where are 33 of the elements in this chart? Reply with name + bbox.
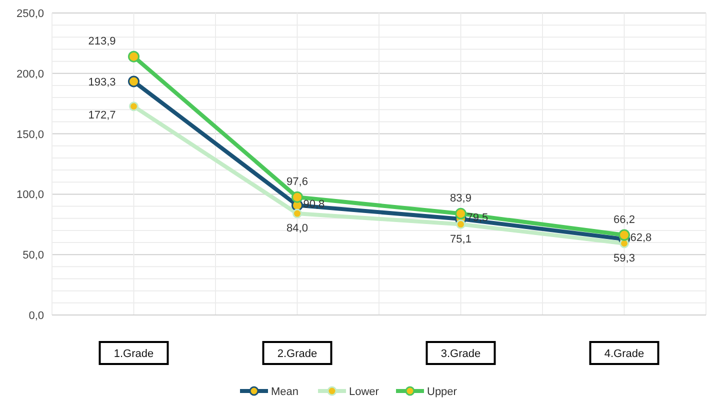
point [292,208,302,218]
point [128,50,140,62]
legend-label: Upper [427,386,458,398]
x-tick-label: 2.Grade [277,348,318,360]
y-tick-label: 50,0 [22,250,44,262]
x-tick-label: 4.Grade [604,348,644,360]
legend-label: Lower [349,386,380,398]
data-label: 97,6 [286,176,308,188]
data-label: 213,9 [88,36,116,48]
y-tick-label: 250,0 [16,8,44,20]
y-tick-label: 200,0 [16,68,44,80]
data-label: 62,8 [630,232,652,244]
data-label: 193,3 [88,76,116,88]
y-tick-label: 150,0 [16,128,44,141]
data-label: 59,3 [614,252,635,264]
point [292,191,303,203]
data-label: 90,8 [303,198,325,210]
data-label: 79,5 [466,212,488,224]
data-label: 83,9 [450,192,472,205]
point [129,102,138,112]
data-label: 84,0 [286,222,308,235]
y-tick-label: 100,0 [16,189,44,202]
data-label: 66,2 [614,214,635,226]
x-tick-label: 1.Grade [114,348,154,360]
point [618,229,630,241]
point [455,208,466,220]
point [456,220,466,230]
data-label: 172,7 [88,109,116,122]
x-tick-label: 3.Grade [440,348,481,360]
legend-label: Mean [271,386,299,398]
y-tick-label: 0,0 [28,310,44,322]
point [128,76,140,88]
data-label: 75,1 [450,233,472,246]
